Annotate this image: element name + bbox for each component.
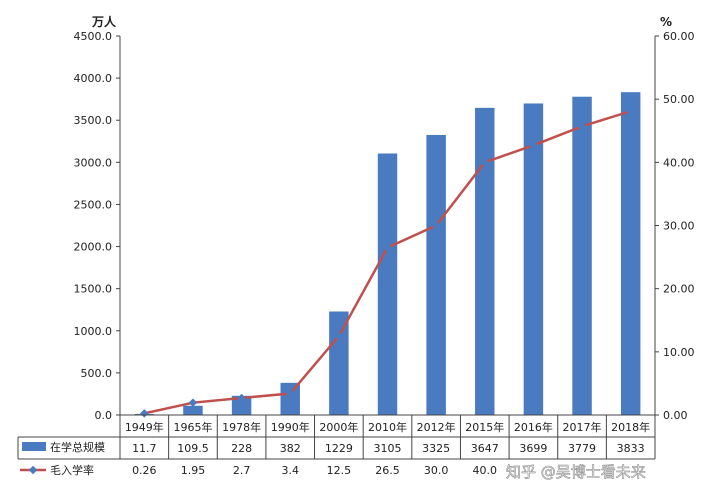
right-tick-label: 40.00	[663, 156, 695, 169]
x-tick-label: 1990年	[271, 420, 310, 434]
table-cell: 12.5	[327, 464, 352, 477]
left-tick-label: 4000.0	[74, 72, 113, 85]
legend-swatch-bar	[22, 442, 46, 451]
table-cell: 3647	[471, 442, 499, 455]
table-cell: 3779	[568, 442, 596, 455]
x-tick-label: 2018年	[611, 420, 650, 434]
x-tick-label: 2010年	[368, 420, 407, 434]
right-tick-label: 50.00	[663, 93, 695, 106]
left-axis: 0.0 500.0 1000.0 1500.0 2000.0 2500.0 3000.0 35…	[74, 30, 121, 422]
x-tick-label: 2016年	[514, 420, 553, 434]
line-point	[237, 393, 246, 403]
x-tick-label: 1978年	[222, 420, 261, 434]
legend-label-bar: 在学总规模	[50, 440, 105, 454]
table-cell: 228	[231, 442, 252, 455]
left-tick-label: 0.0	[95, 409, 113, 422]
left-tick-label: 3000.0	[74, 156, 113, 169]
right-tick-label: 10.00	[663, 346, 695, 359]
right-tick-label: 30.00	[663, 220, 695, 233]
table-cell: 3.4	[281, 464, 299, 477]
line-point	[334, 331, 344, 341]
table-cell: 3325	[422, 442, 450, 455]
right-axis: 0.00 10.00 20.00 30.00 40.00 50.00 60.00	[654, 30, 695, 422]
bar	[475, 107, 495, 415]
x-tick-label: 2015年	[465, 420, 504, 434]
left-tick-label: 3500.0	[74, 114, 113, 127]
bar	[183, 405, 203, 415]
table-cell: 382	[280, 442, 301, 455]
right-tick-label: 0.00	[663, 409, 688, 422]
right-axis-unit: %	[660, 15, 672, 29]
table-cell: 26.5	[375, 464, 400, 477]
legend-swatch-marker	[28, 465, 38, 475]
line-point	[480, 158, 490, 167]
table-cell: 3699	[519, 442, 547, 455]
right-tick-label: 20.00	[663, 283, 695, 296]
table-cell: 1229	[325, 442, 353, 455]
bar	[280, 382, 300, 415]
x-tick-label: 2017年	[563, 420, 602, 434]
left-tick-label: 2500.0	[74, 198, 113, 211]
table-cell: 40.0	[473, 464, 498, 477]
bar	[377, 153, 398, 416]
table-cell: 3833	[617, 442, 645, 455]
bar	[572, 96, 592, 416]
x-tick-label: 2012年	[417, 420, 456, 434]
x-tick-label: 1949年	[125, 420, 164, 434]
left-tick-label: 4500.0	[74, 30, 113, 43]
line-point	[188, 398, 198, 407]
left-tick-label: 2000.0	[74, 241, 113, 254]
table-cell: 0.26	[132, 464, 157, 477]
bar	[426, 134, 446, 415]
table-cell: 30.0	[424, 464, 449, 477]
bar	[523, 103, 544, 415]
data-table: 1949年 1965年 1978年 1990年 2000年 2010年 2012年 2015年…	[17, 414, 656, 477]
left-tick-label: 1000.0	[74, 325, 113, 338]
x-tick-label: 2000年	[319, 420, 358, 434]
line-point	[431, 221, 441, 230]
bar	[620, 92, 641, 416]
table-cell: 2.7	[233, 464, 251, 477]
line-point	[140, 409, 149, 418]
right-tick-label: 60.00	[663, 30, 695, 43]
x-tick-label: 1965年	[173, 420, 212, 434]
table-cell: 11.7	[132, 442, 157, 455]
line-point	[285, 389, 295, 398]
left-tick-label: 500.0	[81, 367, 113, 380]
left-tick-label: 1500.0	[74, 283, 113, 296]
legend-label-line: 毛入学率	[50, 463, 94, 477]
left-axis-unit: 万人	[91, 14, 117, 29]
bar	[231, 395, 252, 415]
watermark: 知乎 @吴博士看未来	[506, 463, 646, 481]
table-cell: 3105	[374, 442, 402, 455]
table-cell: 1.95	[181, 464, 206, 477]
bar-series	[134, 92, 641, 416]
table-cell: 109.5	[177, 442, 209, 455]
bar	[329, 311, 349, 415]
line-point	[383, 243, 392, 252]
